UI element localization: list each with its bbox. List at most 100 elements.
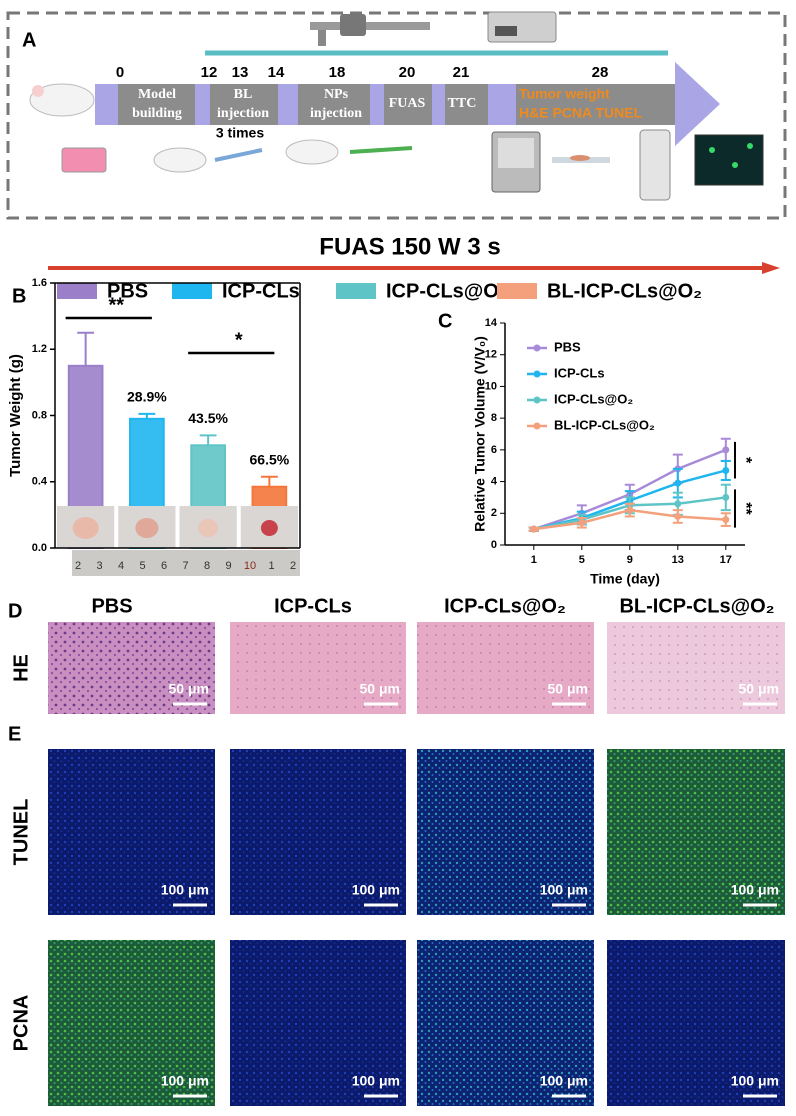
day-label: 12 — [201, 64, 218, 81]
y-tick-label: 1.6 — [32, 277, 47, 289]
y-tick-label: 8 — [491, 412, 497, 424]
step-label: TTC — [448, 96, 477, 111]
x-tick-label: 9 — [627, 554, 633, 566]
bottom-icons — [61, 129, 764, 201]
day-label: 28 — [592, 64, 609, 81]
y-tick-label: 12 — [485, 349, 497, 361]
legend-marker — [533, 370, 541, 378]
point — [722, 516, 730, 524]
step-label: H&E PCNA TUNEL — [519, 105, 643, 121]
point — [722, 493, 730, 501]
micrograph — [48, 622, 215, 714]
scale-label: 100 μm — [540, 882, 588, 898]
ruler-label: 5 — [139, 560, 145, 572]
micrograph — [417, 940, 594, 1106]
x-tick-label: 1 — [531, 554, 537, 566]
micrograph — [417, 622, 594, 714]
row-label: PCNA — [10, 995, 32, 1052]
ruler-label: 6 — [161, 560, 167, 572]
point — [722, 466, 730, 474]
micrograph — [607, 749, 785, 915]
legend-marker — [533, 396, 541, 404]
scale-label: 50 μm — [739, 681, 779, 697]
significance-label: ** — [108, 294, 124, 316]
ruler-label: 10 — [244, 560, 256, 572]
scale-label: 50 μm — [548, 681, 588, 697]
x-tick-label: 5 — [579, 554, 585, 566]
step-label: injection — [217, 106, 269, 121]
legend-label: ICP-CLs@O₂ — [554, 391, 633, 406]
legend-label: BL-ICP-CLs@O₂ — [547, 280, 702, 302]
step-label: building — [132, 106, 182, 121]
legend-label: ICP-CLs@O₂ — [386, 280, 508, 302]
ruler-label: 7 — [182, 560, 188, 572]
y-tick-label: 6 — [491, 444, 497, 456]
panel-label: C — [438, 310, 452, 332]
mouse-icon — [29, 83, 95, 117]
y-tick-label: 2 — [491, 507, 497, 519]
ruler-label: 2 — [75, 560, 81, 572]
inhibition-label: 43.5% — [188, 410, 228, 426]
timeline — [95, 84, 680, 125]
timeline-segments — [95, 62, 720, 146]
y-tick-label: 10 — [485, 380, 497, 392]
micrograph — [230, 940, 406, 1106]
legend-label: BL-ICP-CLs@O₂ — [554, 417, 655, 432]
x-tick-label: 17 — [720, 554, 732, 566]
tumor — [198, 519, 219, 537]
significance-label: * — [235, 329, 243, 351]
ruler-label: 9 — [225, 560, 231, 572]
column-label: ICP-CLs@O₂ — [444, 595, 566, 617]
inhibition-label: 66.5% — [250, 451, 290, 467]
day-label: 20 — [399, 64, 416, 81]
scale-label: 100 μm — [352, 1073, 400, 1089]
micrograph — [230, 622, 406, 714]
panel-label: A — [22, 29, 36, 51]
point — [674, 500, 682, 508]
y-tick-label: 0 — [491, 539, 497, 551]
point — [626, 506, 634, 514]
ruler-label: 3 — [96, 560, 102, 572]
banner-arrow-head — [762, 262, 780, 274]
panel-frame — [6, 11, 787, 220]
scale-label: 50 μm — [169, 681, 209, 697]
step-label: NPs — [324, 87, 349, 102]
micrographs: PBS ICP-CLs ICP-CLs@O₂ BL-ICP-CLs@O₂ HE 50 μm… — [10, 595, 785, 1106]
scale-label: 100 μm — [731, 882, 779, 898]
micrograph — [48, 749, 215, 915]
scale-label: 100 μm — [161, 882, 209, 898]
scale-label: 100 μm — [352, 882, 400, 898]
day-label: 0 — [116, 64, 124, 81]
point — [578, 519, 586, 527]
legend-swatch — [57, 283, 97, 299]
scale-label: 50 μm — [360, 681, 400, 697]
panel-label: E — [8, 723, 21, 745]
step-label: injection — [310, 106, 362, 121]
micrograph — [607, 622, 785, 714]
legend-label: PBS — [554, 339, 581, 354]
point — [674, 479, 682, 487]
legend-swatch — [172, 283, 212, 299]
legend-label: PBS — [107, 280, 148, 302]
y-tick-label: 14 — [485, 317, 498, 329]
legend-swatch — [336, 283, 376, 299]
legend-marker — [533, 422, 541, 430]
y-axis-label: Relative Tumor Volume (V/V₀) — [472, 336, 488, 532]
row-label: HE — [10, 654, 32, 682]
y-tick-label: 0.8 — [32, 409, 47, 421]
caliper-icon — [310, 14, 430, 46]
day-label: 13 — [232, 64, 249, 81]
ruler-label: 2 — [290, 560, 296, 572]
panel-label: B — [12, 285, 26, 307]
tumor — [72, 517, 99, 539]
tumor — [260, 520, 278, 536]
column-label: ICP-CLs — [274, 595, 352, 617]
step-label: FUAS — [389, 96, 426, 111]
y-tick-label: 1.2 — [32, 343, 47, 355]
day-label: 18 — [329, 64, 346, 81]
y-tick-label: 0.0 — [32, 542, 47, 554]
scale-icon — [487, 11, 557, 43]
step-label: Tumor weight — [519, 86, 610, 102]
